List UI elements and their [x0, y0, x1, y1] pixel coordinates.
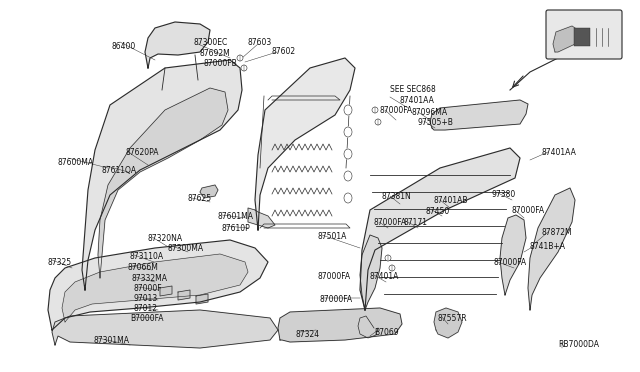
Ellipse shape	[344, 127, 352, 137]
Polygon shape	[360, 235, 382, 310]
Text: 87171: 87171	[404, 218, 428, 227]
Text: 87620PA: 87620PA	[126, 148, 159, 157]
Text: 87096MA: 87096MA	[412, 108, 448, 117]
Polygon shape	[278, 308, 402, 342]
Bar	[574, 28, 590, 46]
Text: 87401AA: 87401AA	[542, 148, 577, 157]
Polygon shape	[62, 254, 248, 322]
Text: 87557R: 87557R	[438, 314, 468, 323]
FancyBboxPatch shape	[546, 10, 622, 59]
Polygon shape	[48, 240, 268, 330]
Polygon shape	[52, 310, 278, 348]
Text: 87300MA: 87300MA	[168, 244, 204, 253]
Text: 87450: 87450	[426, 207, 451, 216]
Text: 87401A: 87401A	[370, 272, 399, 281]
Text: B7000FA: B7000FA	[130, 314, 163, 323]
Text: SEE SEC868: SEE SEC868	[390, 85, 436, 94]
Text: 87610P: 87610P	[222, 224, 251, 233]
Text: 97380: 97380	[492, 190, 516, 199]
Polygon shape	[145, 22, 210, 68]
Text: 87000FA: 87000FA	[494, 258, 527, 267]
Text: 87601MA: 87601MA	[218, 212, 254, 221]
Polygon shape	[360, 148, 520, 310]
Text: 87000FA: 87000FA	[380, 106, 413, 115]
Text: 87000FA: 87000FA	[320, 295, 353, 304]
Ellipse shape	[344, 105, 352, 115]
Text: 87000F: 87000F	[134, 284, 163, 293]
Text: 87012: 87012	[134, 304, 158, 313]
Text: 873110A: 873110A	[130, 252, 164, 261]
Text: 87324: 87324	[296, 330, 320, 339]
Polygon shape	[160, 286, 172, 296]
Polygon shape	[553, 26, 578, 52]
Text: 87301MA: 87301MA	[94, 336, 130, 345]
Circle shape	[385, 255, 391, 261]
Polygon shape	[434, 308, 462, 338]
Circle shape	[389, 265, 395, 271]
Polygon shape	[82, 60, 242, 290]
Text: 87611QA: 87611QA	[102, 166, 137, 175]
Ellipse shape	[344, 149, 352, 159]
Text: 87401AB: 87401AB	[434, 196, 468, 205]
Text: 87625: 87625	[188, 194, 212, 203]
Polygon shape	[196, 294, 208, 304]
Circle shape	[237, 55, 243, 61]
Text: 87603: 87603	[248, 38, 272, 47]
Text: 97013: 97013	[134, 294, 158, 303]
Polygon shape	[98, 88, 228, 278]
Text: 86400: 86400	[112, 42, 136, 51]
Polygon shape	[500, 215, 526, 295]
Text: 87332MA: 87332MA	[131, 274, 167, 283]
Text: 87692M: 87692M	[199, 49, 230, 58]
Text: 8741B+A: 8741B+A	[530, 242, 566, 251]
Text: 87401AA: 87401AA	[400, 96, 435, 105]
Text: 87000FA: 87000FA	[511, 206, 544, 215]
Polygon shape	[200, 185, 218, 198]
Polygon shape	[528, 188, 575, 310]
Text: RB7000DA: RB7000DA	[558, 340, 599, 349]
Polygon shape	[255, 58, 355, 230]
Text: 87300EC: 87300EC	[193, 38, 227, 47]
Text: 87602: 87602	[272, 47, 296, 56]
Text: 97505+B: 97505+B	[418, 118, 454, 127]
Text: 87872M: 87872M	[542, 228, 573, 237]
Text: 87501A: 87501A	[318, 232, 348, 241]
Circle shape	[241, 65, 247, 71]
Polygon shape	[178, 290, 190, 300]
Text: 87000FB: 87000FB	[203, 59, 237, 68]
Text: 87320NA: 87320NA	[148, 234, 183, 243]
Text: B7069: B7069	[374, 328, 399, 337]
Text: 87600MA: 87600MA	[58, 158, 94, 167]
Text: 87381N: 87381N	[382, 192, 412, 201]
Text: 87000FA: 87000FA	[374, 218, 407, 227]
Ellipse shape	[344, 193, 352, 203]
Polygon shape	[248, 208, 275, 228]
Polygon shape	[430, 100, 528, 130]
Ellipse shape	[344, 171, 352, 181]
Text: 87325: 87325	[48, 258, 72, 267]
Text: 87066M: 87066M	[128, 263, 159, 272]
Text: 87000FA: 87000FA	[318, 272, 351, 281]
Circle shape	[375, 119, 381, 125]
Circle shape	[372, 107, 378, 113]
